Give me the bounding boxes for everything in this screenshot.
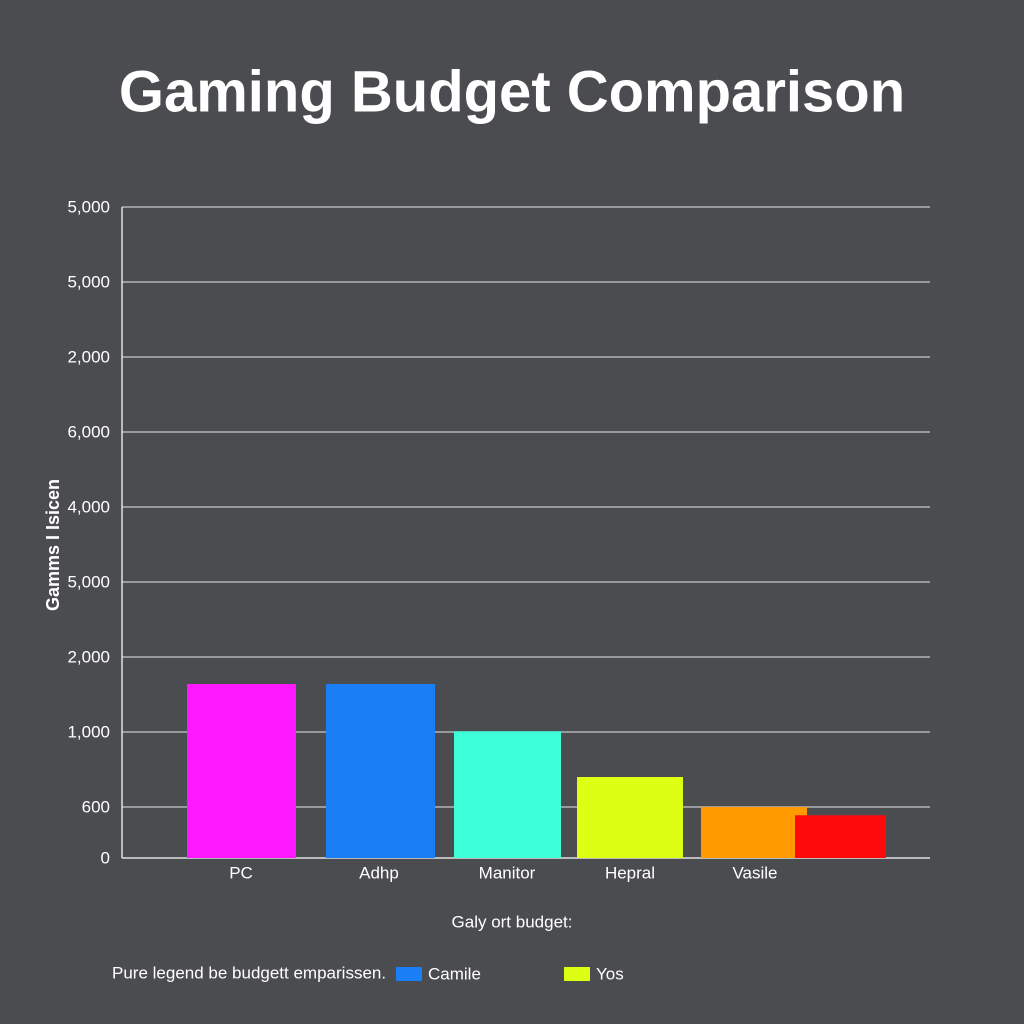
x-tick-label: Manitor xyxy=(479,863,536,882)
bar xyxy=(454,731,561,858)
y-tick-label: 6,000 xyxy=(67,422,110,441)
x-axis-label: Galy ort budget: xyxy=(452,912,573,931)
x-tick-label: Hepral xyxy=(605,863,655,882)
y-tick-label: 5,000 xyxy=(67,272,110,291)
y-tick-label: 1,000 xyxy=(67,722,110,741)
legend-swatch xyxy=(564,967,590,981)
bar xyxy=(577,777,683,858)
bar xyxy=(187,684,296,858)
legend-swatch xyxy=(396,967,422,981)
bar xyxy=(795,815,886,858)
y-tick-label: 600 xyxy=(82,797,110,816)
legend-title: Pure legend be budgett emparissen. xyxy=(112,963,386,982)
bar xyxy=(701,807,807,858)
y-tick-label: 5,000 xyxy=(67,197,110,216)
y-tick-label: 4,000 xyxy=(67,497,110,516)
x-tick-label: PC xyxy=(229,863,253,882)
y-tick-label: 5,000 xyxy=(67,572,110,591)
legend-label: Yos xyxy=(596,964,624,983)
y-axis-label: Gamms I Isicen xyxy=(43,479,63,611)
legend-label: Camile xyxy=(428,964,481,983)
y-tick-label: 0 xyxy=(101,848,110,867)
bar xyxy=(326,684,435,858)
x-tick-label: Adhp xyxy=(359,863,399,882)
x-tick-label: Vasile xyxy=(732,863,777,882)
y-tick-label: 2,000 xyxy=(67,347,110,366)
chart-title: Gaming Budget Comparison xyxy=(119,59,905,124)
y-tick-label: 2,000 xyxy=(67,647,110,666)
